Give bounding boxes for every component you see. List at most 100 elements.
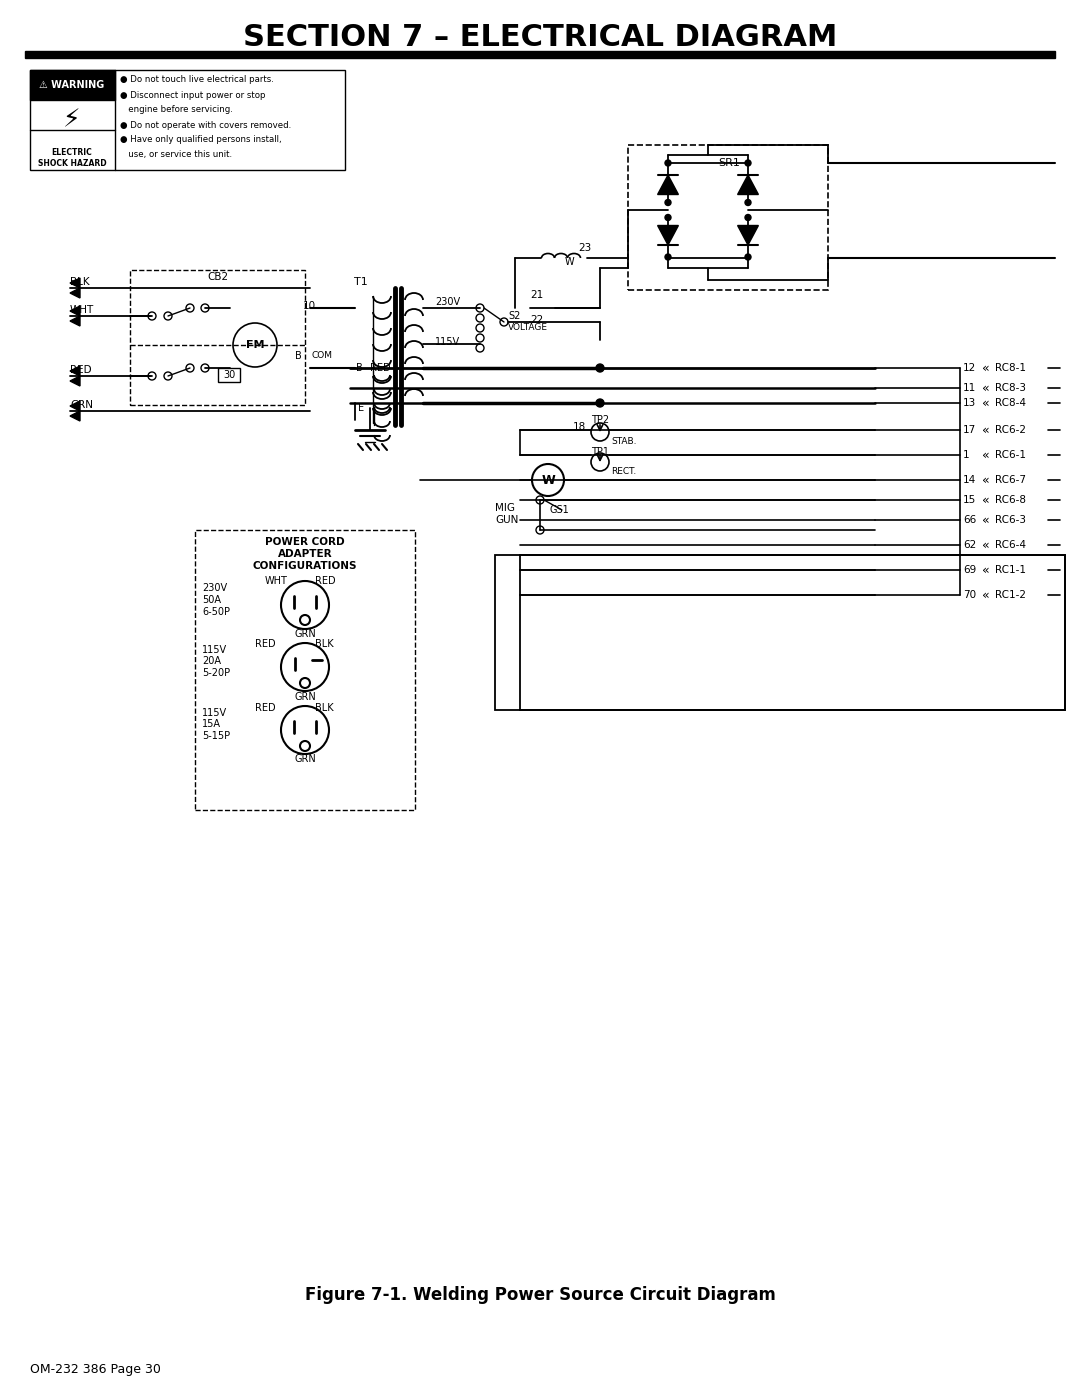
Circle shape (300, 678, 310, 687)
Circle shape (281, 643, 329, 692)
Circle shape (148, 372, 156, 380)
Polygon shape (738, 175, 758, 194)
Polygon shape (658, 225, 678, 244)
Text: «: « (982, 563, 989, 577)
Text: ● Have only qualified persons install,: ● Have only qualified persons install, (120, 136, 282, 144)
Circle shape (148, 312, 156, 320)
Bar (25, 52, 1055, 59)
Text: ADAPTER: ADAPTER (278, 549, 333, 559)
Text: STAB.: STAB. (611, 437, 636, 447)
Text: RC1-2: RC1-2 (995, 590, 1026, 599)
Text: E: E (357, 402, 364, 414)
Text: 20A: 20A (202, 657, 221, 666)
Text: TP1: TP1 (591, 447, 609, 457)
Text: GRN: GRN (294, 754, 315, 764)
Polygon shape (70, 278, 80, 288)
Text: RC1-1: RC1-1 (995, 564, 1026, 576)
Text: WHT: WHT (265, 576, 288, 585)
Text: 18: 18 (573, 422, 586, 432)
Text: POWER CORD: POWER CORD (266, 536, 345, 548)
Circle shape (300, 615, 310, 624)
Text: FM: FM (246, 339, 265, 351)
Text: 5-15P: 5-15P (202, 731, 230, 740)
Text: RECT.: RECT. (611, 468, 636, 476)
Text: 17: 17 (963, 425, 976, 434)
Text: ⚠ WARNING: ⚠ WARNING (39, 80, 105, 89)
Circle shape (596, 365, 604, 372)
Polygon shape (70, 411, 80, 420)
Circle shape (591, 453, 609, 471)
Text: RED: RED (70, 365, 92, 374)
Text: GRN: GRN (70, 400, 93, 409)
Text: RC6-3: RC6-3 (995, 515, 1026, 525)
Circle shape (591, 423, 609, 441)
Text: 50A: 50A (202, 595, 221, 605)
Text: RC8-1: RC8-1 (995, 363, 1026, 373)
Text: 70: 70 (963, 590, 976, 599)
Text: 30: 30 (222, 370, 235, 380)
Circle shape (596, 400, 604, 407)
Polygon shape (658, 175, 678, 194)
Text: ⚡: ⚡ (64, 108, 81, 131)
Text: 14: 14 (963, 475, 976, 485)
Polygon shape (70, 401, 80, 411)
Circle shape (665, 215, 671, 221)
Text: W: W (565, 257, 575, 267)
Bar (495, 555, 1065, 710)
Text: B: B (295, 351, 301, 360)
Text: engine before servicing.: engine before servicing. (120, 106, 233, 115)
Text: RC8-4: RC8-4 (995, 398, 1026, 408)
Text: 23: 23 (578, 243, 591, 253)
Text: «: « (982, 423, 989, 436)
Text: TP2: TP2 (591, 415, 609, 425)
Text: ● Disconnect input power or stop: ● Disconnect input power or stop (120, 91, 266, 99)
Polygon shape (738, 225, 758, 244)
Polygon shape (70, 366, 80, 376)
Polygon shape (70, 376, 80, 386)
Text: CONFIGURATIONS: CONFIGURATIONS (253, 562, 357, 571)
Text: RED: RED (255, 638, 275, 650)
Circle shape (745, 200, 751, 205)
Circle shape (281, 705, 329, 754)
Text: ELECTRIC
SHOCK HAZARD: ELECTRIC SHOCK HAZARD (38, 148, 106, 168)
Circle shape (745, 161, 751, 166)
Circle shape (186, 305, 194, 312)
Text: 22: 22 (530, 314, 543, 326)
Bar (195, 529, 415, 810)
Bar (627, 145, 828, 291)
Text: «: « (982, 474, 989, 486)
Text: 1: 1 (963, 450, 970, 460)
Text: T1: T1 (354, 277, 368, 286)
Polygon shape (70, 288, 80, 298)
Bar (30, 70, 114, 101)
Circle shape (665, 161, 671, 166)
Text: OM-232 386 Page 30: OM-232 386 Page 30 (30, 1363, 161, 1376)
Circle shape (500, 319, 508, 326)
Text: GRN: GRN (294, 629, 315, 638)
Polygon shape (70, 306, 80, 316)
Text: WHT: WHT (70, 305, 94, 314)
Text: 230V: 230V (202, 583, 227, 592)
Text: 69: 69 (963, 564, 976, 576)
Circle shape (665, 200, 671, 205)
Text: 13: 13 (963, 398, 976, 408)
Circle shape (201, 305, 210, 312)
Circle shape (164, 312, 172, 320)
Text: 6-50P: 6-50P (202, 608, 230, 617)
Text: SR1: SR1 (718, 158, 740, 168)
Circle shape (476, 314, 484, 321)
Text: «: « (982, 381, 989, 394)
Text: «: « (982, 588, 989, 602)
Circle shape (281, 581, 329, 629)
Text: BLK: BLK (70, 277, 90, 286)
Text: «: « (982, 397, 989, 409)
Text: 62: 62 (963, 541, 976, 550)
Circle shape (745, 215, 751, 221)
Polygon shape (70, 316, 80, 326)
Text: SECTION 7 – ELECTRICAL DIAGRAM: SECTION 7 – ELECTRICAL DIAGRAM (243, 24, 837, 53)
Text: GS1: GS1 (550, 504, 570, 515)
Text: ● Do not operate with covers removed.: ● Do not operate with covers removed. (120, 120, 292, 130)
Text: S2: S2 (508, 312, 521, 321)
Circle shape (164, 372, 172, 380)
Circle shape (476, 305, 484, 312)
